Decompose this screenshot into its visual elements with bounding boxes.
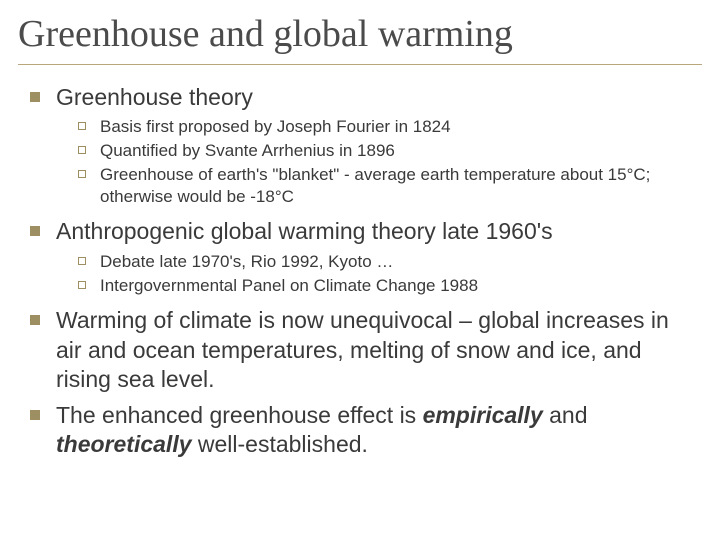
list-item-text: The enhanced greenhouse effect is empiri… [56, 401, 694, 460]
sub-list-item: Intergovernmental Panel on Climate Chang… [78, 275, 694, 297]
sub-list-item: Basis first proposed by Joseph Fourier i… [78, 116, 694, 138]
list-item: Greenhouse theory Basis first proposed by… [30, 83, 694, 207]
sub-list-item-text: Quantified by Svante Arrhenius in 1896 [100, 140, 395, 162]
sub-list-item-text: Intergovernmental Panel on Climate Chang… [100, 275, 478, 297]
sub-list-item: Debate late 1970's, Rio 1992, Kyoto … [78, 251, 694, 273]
list-item: The enhanced greenhouse effect is empiri… [30, 401, 694, 460]
sub-list-item: Greenhouse of earth's "blanket" - averag… [78, 164, 694, 208]
list-item: Anthropogenic global warming theory late… [30, 217, 694, 296]
square-bullet-icon [30, 226, 40, 236]
hollow-square-bullet-icon [78, 281, 86, 289]
list-item-text: Warming of climate is now unequivocal – … [56, 306, 694, 394]
square-bullet-icon [30, 315, 40, 325]
bullet-list-lvl1: Greenhouse theory Basis first proposed by… [30, 83, 694, 460]
list-item: Warming of climate is now unequivocal – … [30, 306, 694, 394]
hollow-square-bullet-icon [78, 122, 86, 130]
title-rule [18, 64, 702, 65]
sub-list-item-text: Debate late 1970's, Rio 1992, Kyoto … [100, 251, 393, 273]
slide: Greenhouse and global warming Greenhouse… [0, 0, 720, 540]
list-item-text: Greenhouse theory [56, 83, 253, 112]
sub-list-item-text: Basis first proposed by Joseph Fourier i… [100, 116, 451, 138]
list-item-row: The enhanced greenhouse effect is empiri… [30, 401, 694, 460]
square-bullet-icon [30, 92, 40, 102]
list-item-row: Warming of climate is now unequivocal – … [30, 306, 694, 394]
list-item-row: Greenhouse theory [30, 83, 694, 112]
bullet-list-lvl2: Basis first proposed by Joseph Fourier i… [78, 116, 694, 207]
hollow-square-bullet-icon [78, 146, 86, 154]
square-bullet-icon [30, 410, 40, 420]
sub-list-item: Quantified by Svante Arrhenius in 1896 [78, 140, 694, 162]
list-item-row: Anthropogenic global warming theory late… [30, 217, 694, 246]
hollow-square-bullet-icon [78, 257, 86, 265]
slide-body: Greenhouse theory Basis first proposed by… [18, 83, 702, 460]
slide-title: Greenhouse and global warming [18, 12, 702, 62]
sub-list-item-text: Greenhouse of earth's "blanket" - averag… [100, 164, 694, 208]
hollow-square-bullet-icon [78, 170, 86, 178]
bullet-list-lvl2: Debate late 1970's, Rio 1992, Kyoto …Int… [78, 251, 694, 297]
list-item-text: Anthropogenic global warming theory late… [56, 217, 553, 246]
